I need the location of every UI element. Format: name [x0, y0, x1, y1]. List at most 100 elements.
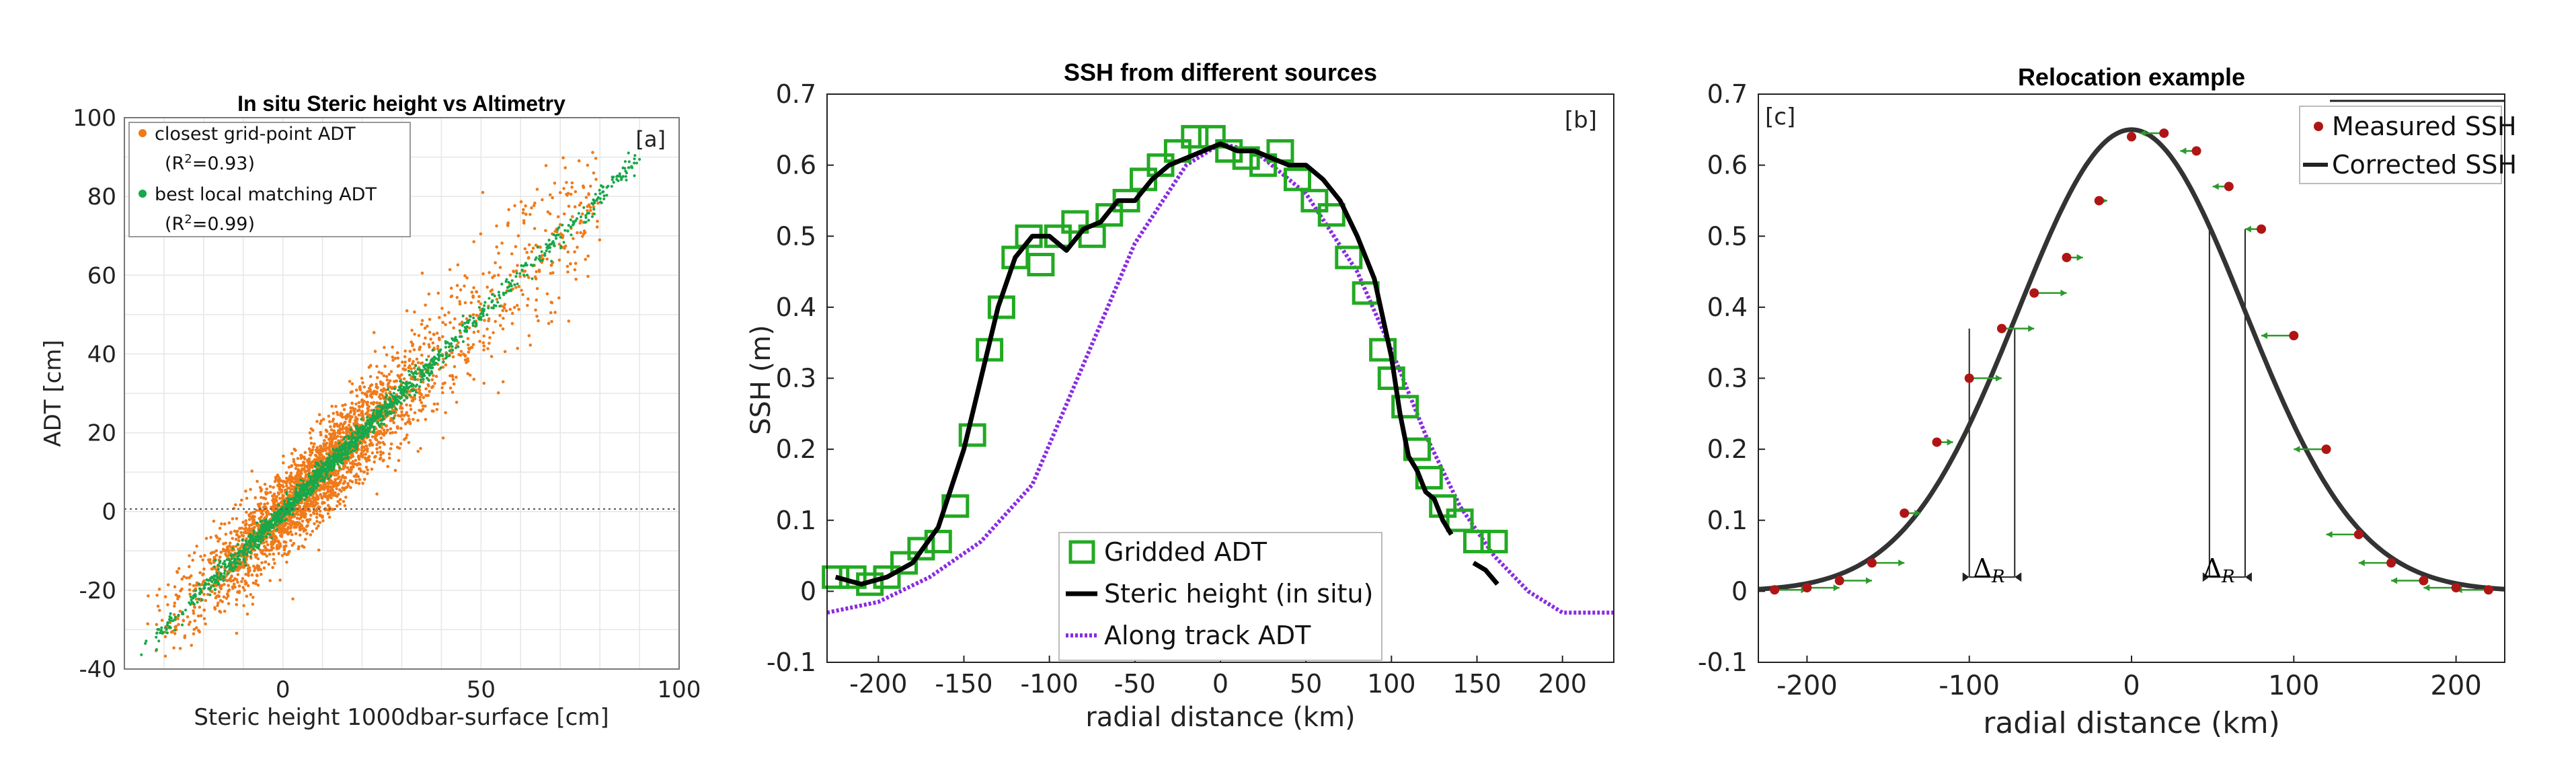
scatter-point [403, 389, 406, 393]
scatter-point [569, 218, 572, 221]
scatter-point [502, 305, 506, 309]
scatter-point [264, 497, 268, 500]
scatter-point [563, 229, 567, 232]
scatter-point [437, 350, 440, 353]
scatter-point [140, 653, 143, 656]
scatter-point [555, 233, 559, 237]
scatter-point [214, 580, 217, 584]
scatter-point [262, 549, 266, 552]
scatter-point [348, 446, 352, 451]
scatter-point [448, 374, 452, 378]
scatter-point [409, 395, 414, 399]
scatter-point [234, 537, 238, 541]
scatter-point [481, 272, 485, 276]
scatter-point [490, 288, 494, 292]
measured-ssh-point [2451, 583, 2461, 593]
scatter-point [334, 452, 337, 456]
scatter-point [389, 393, 393, 396]
scatter-point [492, 304, 496, 307]
series-corrected-ssh [1758, 127, 2505, 592]
scatter-point [314, 508, 318, 512]
scatter-point [288, 510, 291, 513]
scatter-point [451, 337, 454, 340]
scatter-point [260, 572, 263, 576]
scatter-point [336, 434, 340, 438]
scatter-point [247, 518, 251, 521]
scatter-point [386, 465, 389, 469]
scatter-point [244, 519, 248, 522]
scatter-point [329, 462, 332, 465]
scatter-point [557, 226, 561, 229]
scatter-point [301, 544, 304, 548]
scatter-point [355, 394, 359, 398]
scatter-point [310, 451, 314, 455]
y-tick-label: 0.4 [1707, 292, 1748, 322]
scatter-point [446, 341, 449, 344]
scatter-point [392, 421, 395, 424]
scatter-point [497, 290, 501, 294]
scatter-point [249, 487, 252, 492]
scatter-point [594, 192, 597, 196]
scatter-point [172, 646, 175, 650]
scatter-point [308, 480, 311, 483]
scatter-point [457, 341, 460, 344]
scatter-point [373, 460, 376, 464]
scatter-point [552, 244, 556, 247]
scatter-point [412, 366, 416, 370]
scatter-point [412, 383, 415, 387]
scatter-point [188, 554, 191, 557]
scatter-point [210, 580, 214, 584]
scatter-point [431, 341, 435, 345]
scatter-point [278, 487, 282, 491]
scatter-point [243, 527, 247, 531]
scatter-point [349, 443, 352, 446]
scatter-point [172, 613, 176, 617]
scatter-point [359, 469, 363, 473]
scatter-point [405, 411, 409, 414]
scatter-point [549, 301, 553, 304]
scatter-point [441, 335, 444, 339]
scatter-point [274, 500, 278, 503]
scatter-point [388, 412, 391, 416]
scatter-point [304, 475, 307, 479]
scatter-point [326, 512, 330, 516]
scatter-point [338, 455, 342, 458]
y-tick-label: 0.6 [776, 151, 816, 180]
scatter-point [563, 247, 566, 250]
scatter-point [244, 563, 247, 568]
scatter-point [403, 360, 407, 364]
scatter-point [360, 399, 364, 403]
scatter-point [360, 428, 364, 431]
scatter-point [514, 269, 518, 273]
scatter-point [584, 216, 588, 219]
scatter-point [441, 391, 444, 395]
scatter-point [219, 584, 222, 588]
scatter-point [535, 315, 539, 318]
scatter-point [472, 240, 475, 243]
scatter-point [498, 266, 502, 270]
scatter-point [315, 446, 319, 449]
scatter-point [311, 469, 315, 473]
scatter-point [289, 539, 292, 543]
scatter-point [551, 271, 555, 275]
x-tick-label: 0 [276, 676, 290, 703]
scatter-point [467, 350, 471, 354]
scatter-point [222, 549, 226, 553]
scatter-point [573, 250, 576, 253]
scatter-point [218, 526, 222, 530]
scatter-point [569, 262, 572, 266]
scatter-point [255, 565, 258, 570]
scatter-point [322, 455, 325, 459]
scatter-point [232, 582, 236, 586]
scatter-point [451, 355, 455, 358]
scatter-point [407, 381, 411, 385]
scatter-point [315, 471, 318, 475]
scatter-point [508, 273, 512, 277]
scatter-point [587, 219, 590, 222]
arrow-head [2015, 572, 2022, 582]
scatter-point [218, 555, 222, 559]
scatter-point [455, 375, 458, 379]
scatter-point [502, 317, 505, 320]
scatter-point [217, 568, 220, 571]
scatter-point [155, 594, 159, 597]
